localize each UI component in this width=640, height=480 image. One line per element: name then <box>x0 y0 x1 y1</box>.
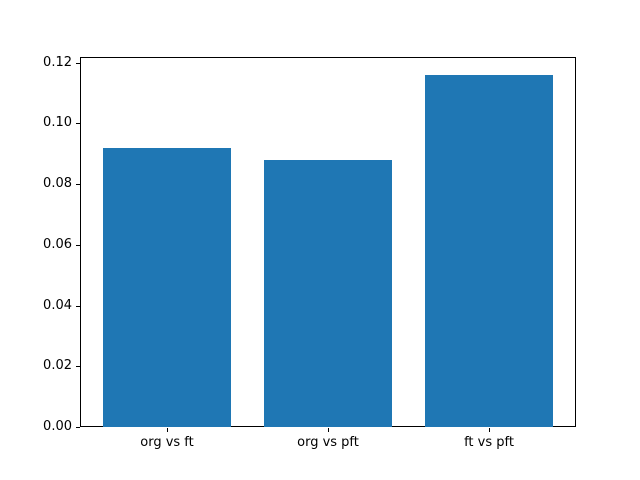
x-tick-label: ft vs pft <box>464 435 514 450</box>
bar-ft-vs-pft <box>424 74 554 427</box>
y-tick-mark <box>76 305 80 307</box>
y-tick-mark <box>76 62 80 64</box>
x-tick-mark <box>489 428 490 432</box>
y-tick-label: 0.02 <box>43 358 72 374</box>
x-tick-label: org vs ft <box>140 435 194 450</box>
y-tick-label: 0.10 <box>43 115 72 131</box>
x-tick-mark <box>167 428 168 432</box>
y-tick-label: 0.06 <box>43 236 72 252</box>
y-tick-mark <box>76 427 80 428</box>
y-tick-mark <box>76 184 80 185</box>
y-tick-mark <box>76 123 80 125</box>
y-tick-mark <box>76 244 80 246</box>
y-tick-label: 0.08 <box>43 176 72 191</box>
y-tick-label: 0.12 <box>43 54 72 70</box>
y-tick-label: 0.04 <box>43 297 72 313</box>
y-tick-mark <box>76 366 80 368</box>
x-tick-label: org vs pft <box>297 435 359 450</box>
y-tick-label: 0.00 <box>43 419 72 434</box>
bar-org-vs-ft <box>102 147 232 427</box>
bar-org-vs-pft <box>263 159 393 427</box>
x-tick-mark <box>328 428 329 432</box>
